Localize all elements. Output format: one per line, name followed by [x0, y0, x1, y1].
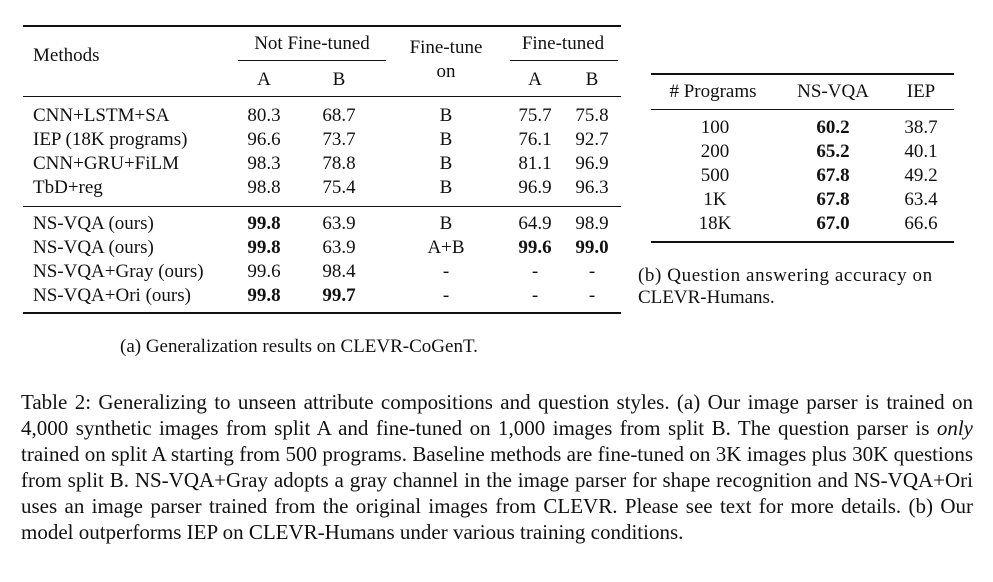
method-cell: NS-VQA+Ori (ours)	[33, 285, 191, 306]
header-a-ft: A	[528, 69, 542, 90]
ft-a-cell: 81.1	[518, 153, 552, 174]
ft-a-cell: 64.9	[518, 213, 552, 234]
table-b-header-rule	[651, 109, 954, 110]
nf-a-cell: 96.6	[247, 129, 281, 150]
caption-text-2: trained on split A starting from 500 pro…	[21, 442, 973, 544]
table-a-top-rule	[23, 25, 621, 27]
iep-cell: 66.6	[904, 213, 938, 234]
ft-a-cell: -	[531, 261, 539, 282]
ft-a-cell: 99.6	[518, 237, 552, 258]
header-not-finetuned: Not Fine-tuned	[254, 33, 370, 54]
ft-a-cell: 75.7	[518, 105, 552, 126]
ft-b-cell: -	[588, 261, 596, 282]
not-finetuned-underline	[238, 60, 386, 61]
nf-a-cell: 99.8	[247, 237, 281, 258]
iep-cell: 49.2	[904, 165, 938, 186]
nf-a-cell: 98.3	[247, 153, 281, 174]
header-b-nf: B	[332, 69, 346, 90]
on-cell: B	[439, 105, 453, 126]
method-cell: NS-VQA (ours)	[33, 237, 154, 258]
header-finetuned: Fine-tuned	[521, 33, 605, 54]
nf-a-cell: 99.8	[247, 213, 281, 234]
table-a-header-rule	[23, 96, 621, 97]
header-iep: IEP	[906, 81, 936, 102]
table-b-caption-line1: (b) Question answering accuracy on	[638, 265, 933, 286]
iep-cell: 38.7	[904, 117, 938, 138]
header-programs: # Programs	[669, 81, 757, 102]
nf-b-cell: 99.7	[322, 285, 356, 306]
table-b-top-rule	[651, 73, 954, 75]
ft-b-cell: 98.9	[575, 213, 609, 234]
ft-b-cell: 92.7	[575, 129, 609, 150]
on-cell: B	[439, 153, 453, 174]
header-nsvqa: NS-VQA	[797, 81, 869, 102]
on-cell: -	[442, 261, 450, 282]
programs-cell: 100	[700, 117, 730, 138]
header-methods: Methods	[33, 45, 100, 66]
ft-b-cell: -	[588, 285, 596, 306]
nf-a-cell: 99.8	[247, 285, 281, 306]
nf-b-cell: 78.8	[322, 153, 356, 174]
table-a-mid-rule	[23, 206, 621, 207]
nf-a-cell: 99.6	[247, 261, 281, 282]
nf-b-cell: 98.4	[322, 261, 356, 282]
nsvqa-cell: 67.8	[816, 165, 850, 186]
on-cell: B	[439, 177, 453, 198]
programs-cell: 200	[700, 141, 730, 162]
header-finetune-on-1: Fine-tune	[409, 37, 483, 58]
nsvqa-cell: 60.2	[816, 117, 850, 138]
nf-b-cell: 75.4	[322, 177, 356, 198]
nsvqa-cell: 67.0	[816, 213, 850, 234]
on-cell: B	[439, 129, 453, 150]
programs-cell: 1K	[703, 189, 727, 210]
header-finetune-on-2: on	[436, 61, 456, 82]
table-a-caption: (a) Generalization results on CLEVR-CoGe…	[120, 336, 478, 357]
method-cell: CNN+GRU+FiLM	[33, 153, 180, 174]
table-caption: Table 2: Generalizing to unseen attribut…	[21, 389, 973, 545]
programs-cell: 500	[700, 165, 730, 186]
nf-b-cell: 63.9	[322, 237, 356, 258]
caption-emphasis: only	[936, 416, 973, 440]
ft-a-cell: 96.9	[518, 177, 552, 198]
programs-cell: 18K	[698, 213, 732, 234]
ft-b-cell: 96.3	[575, 177, 609, 198]
ft-b-cell: 96.9	[575, 153, 609, 174]
nsvqa-cell: 65.2	[816, 141, 850, 162]
nf-b-cell: 68.7	[322, 105, 356, 126]
header-a-nf: A	[257, 69, 271, 90]
nf-a-cell: 98.8	[247, 177, 281, 198]
method-cell: NS-VQA (ours)	[33, 213, 154, 234]
iep-cell: 40.1	[904, 141, 938, 162]
method-cell: CNN+LSTM+SA	[33, 105, 170, 126]
caption-text-1: Table 2: Generalizing to unseen attribut…	[21, 390, 973, 440]
table-a-bottom-rule	[23, 312, 621, 314]
table-b-bottom-rule	[651, 241, 954, 243]
method-cell: TbD+reg	[33, 177, 103, 198]
iep-cell: 63.4	[904, 189, 938, 210]
ft-b-cell: 99.0	[575, 237, 609, 258]
ft-b-cell: 75.8	[575, 105, 609, 126]
ft-a-cell: 76.1	[518, 129, 552, 150]
finetuned-underline	[510, 60, 618, 61]
on-cell: -	[442, 285, 450, 306]
method-cell: IEP (18K programs)	[33, 129, 188, 150]
table-b-caption-line2: CLEVR-Humans.	[638, 287, 775, 308]
header-b-ft: B	[585, 69, 599, 90]
nf-b-cell: 63.9	[322, 213, 356, 234]
on-cell: B	[439, 213, 453, 234]
nf-a-cell: 80.3	[247, 105, 281, 126]
on-cell: A+B	[427, 237, 465, 258]
nf-b-cell: 73.7	[322, 129, 356, 150]
ft-a-cell: -	[531, 285, 539, 306]
nsvqa-cell: 67.8	[816, 189, 850, 210]
method-cell: NS-VQA+Gray (ours)	[33, 261, 204, 282]
